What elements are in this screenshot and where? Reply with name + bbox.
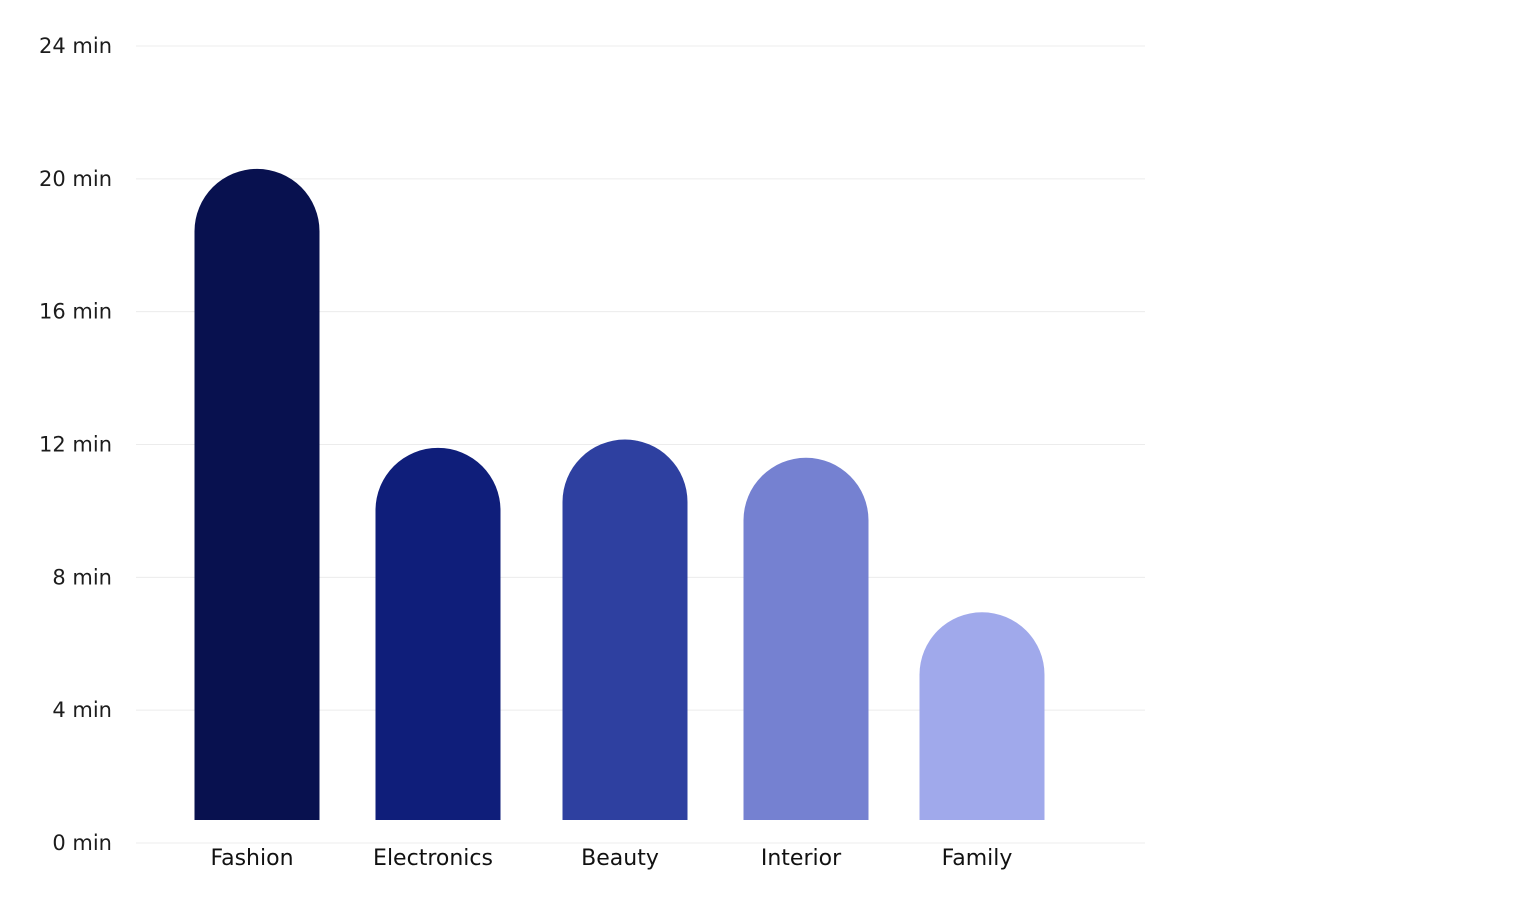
bars <box>194 168 1045 820</box>
x-tick-label-family: Family <box>942 846 1013 871</box>
y-tick-label: 12 min <box>39 433 112 457</box>
bar-family <box>919 612 1045 820</box>
x-tick-label-beauty: Beauty <box>581 846 659 871</box>
y-tick-label: 4 min <box>52 698 112 722</box>
bar-beauty <box>562 439 688 820</box>
y-tick-label: 8 min <box>52 565 112 589</box>
bar-electronics <box>375 447 501 820</box>
y-tick-label: 16 min <box>39 300 112 324</box>
bar-interior <box>743 457 869 820</box>
y-axis-tick-labels: 0 min 4 min 8 min 12 min 16 min 20 min 24 min <box>39 34 112 855</box>
x-tick-label-fashion: Fashion <box>210 846 293 871</box>
y-tick-label: 24 min <box>39 34 112 58</box>
x-axis-tick-labels: Fashion Electronics Beauty Interior Family <box>210 846 1012 871</box>
bar-fashion <box>194 168 320 820</box>
x-tick-label-electronics: Electronics <box>373 846 493 871</box>
x-tick-label-interior: Interior <box>761 846 842 871</box>
y-tick-label: 0 min <box>52 831 112 855</box>
y-tick-label: 20 min <box>39 167 112 191</box>
